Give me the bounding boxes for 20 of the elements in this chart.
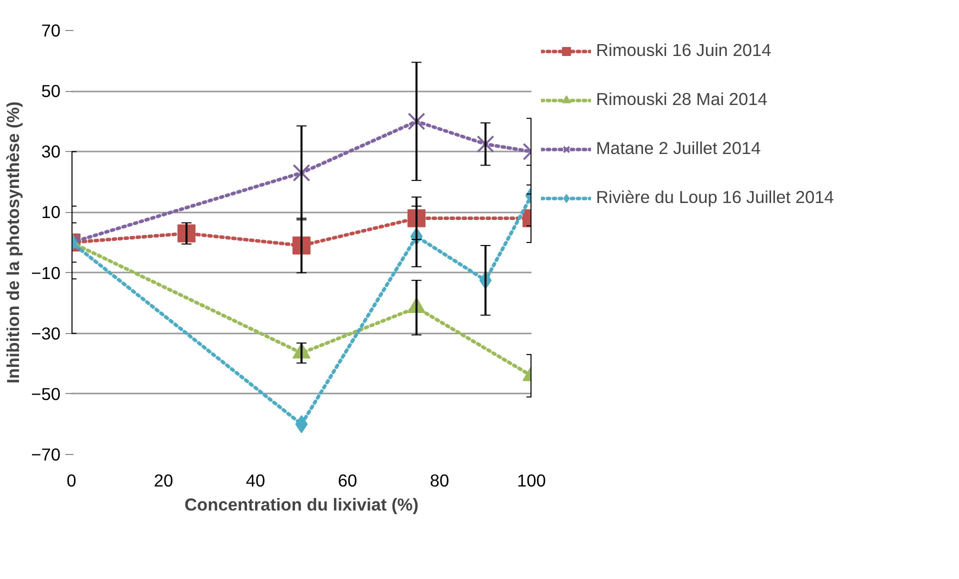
y-tick-label: 50 bbox=[41, 81, 61, 102]
legend-label: Rimouski 28 Mai 2014 bbox=[596, 89, 768, 110]
legend-label: Rimouski 16 Juin 2014 bbox=[596, 40, 772, 61]
legend-label: Matane 2 Juillet 2014 bbox=[596, 138, 761, 159]
x-tick-label: 80 bbox=[430, 470, 450, 490]
x-tick-label: 0 bbox=[66, 470, 76, 490]
y-tick-label: 70 bbox=[41, 20, 61, 40]
legend-label: Rivière du Loup 16 Juillet 2014 bbox=[596, 187, 834, 208]
x-tick-label: 20 bbox=[154, 470, 174, 490]
y-tick-label: −10 bbox=[31, 262, 61, 283]
y-tick-label: 10 bbox=[41, 202, 61, 222]
x-tick-label: 60 bbox=[338, 470, 358, 490]
x-tick-label: 40 bbox=[246, 470, 266, 490]
y-axis-title: Inhibition de la photosynthèse (%) bbox=[3, 101, 24, 384]
y-tick-label: 30 bbox=[41, 142, 61, 162]
y-tick-label: −30 bbox=[31, 323, 61, 344]
y-tick-label: −70 bbox=[31, 444, 61, 464]
y-tick-label: −50 bbox=[31, 384, 61, 404]
x-axis-title: Concentration du lixiviat (%) bbox=[184, 494, 418, 514]
x-tick-label: 100 bbox=[517, 470, 546, 490]
